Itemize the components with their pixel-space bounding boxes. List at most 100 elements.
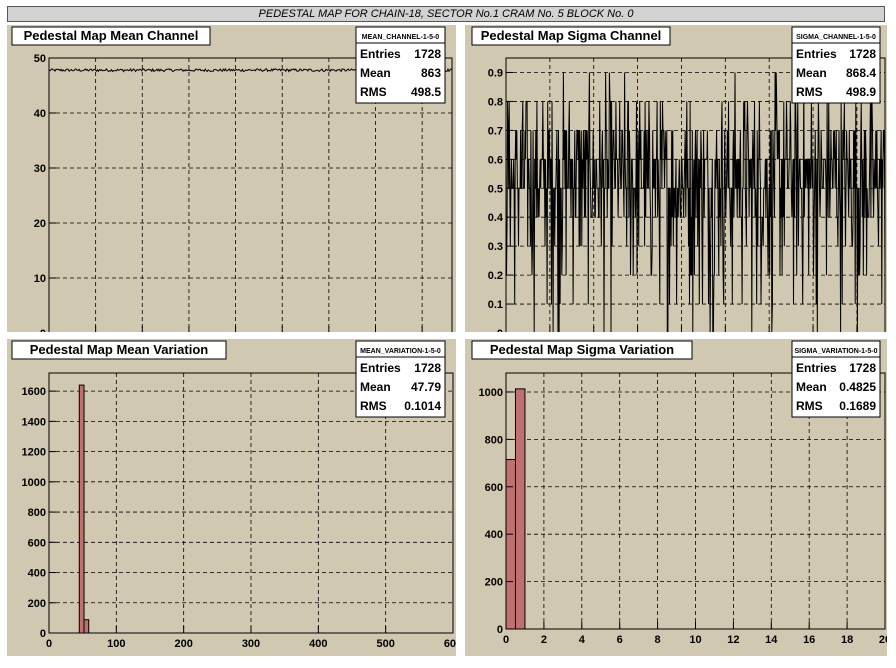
x-tick-label: 14 <box>765 634 778 646</box>
stats-box <box>791 26 881 104</box>
x-tick-label: 200 <box>174 638 192 650</box>
stats-value: 863 <box>421 66 441 80</box>
y-tick-label: 0.7 <box>488 125 503 137</box>
stats-value: 0.1689 <box>839 399 876 413</box>
series-line <box>505 72 886 332</box>
title-box <box>11 340 227 360</box>
x-tick-label: 10 <box>689 634 701 646</box>
stats-name: SIGMA_CHANNEL-1-5-0 <box>796 34 876 41</box>
stats-label: Mean <box>360 66 391 80</box>
y-tick-label: 800 <box>485 434 503 446</box>
y-tick-label: 1400 <box>22 416 46 428</box>
stats-label: Mean <box>360 380 391 394</box>
y-tick-label: 1000 <box>479 387 503 399</box>
y-tick-label: 1200 <box>22 447 46 459</box>
y-tick-label: 600 <box>28 537 46 549</box>
x-tick-label: 12 <box>727 634 739 646</box>
histogram-bar <box>505 459 516 630</box>
y-tick-label: 0 <box>497 624 503 636</box>
stats-value: 1728 <box>414 47 441 61</box>
stats-value: 1728 <box>849 361 876 375</box>
pad-mean-channel: 0200400600800100012001400160001020304050… <box>7 25 456 332</box>
stats-label: Mean <box>796 380 827 394</box>
stats-label: Mean <box>796 66 827 80</box>
y-tick-label: 1600 <box>22 386 46 398</box>
histogram-bar <box>514 388 526 630</box>
stats-value: 868.4 <box>846 66 876 80</box>
stats-value: 1728 <box>414 361 441 375</box>
x-tick-label: 0 <box>503 634 509 646</box>
x-tick-label: 600 <box>444 638 456 650</box>
x-tick-label: 4 <box>579 634 586 646</box>
chart-svg: 0 100 200 300 400 500 600 0 200 400 600 800 1000 1200… <box>11 340 456 650</box>
stats-box <box>355 340 446 418</box>
chart-title: Pedestal Map Sigma Channel <box>481 28 662 43</box>
y-tick-label: 1000 <box>22 477 46 489</box>
chart-title: Pedestal Map Mean Channel <box>24 28 199 43</box>
x-tick-label: 18 <box>841 634 853 646</box>
stats-name: MEAN_CHANNEL-1-5-0 <box>362 34 440 41</box>
y-tick-label: 400 <box>485 529 503 541</box>
y-tick-label: 30 <box>34 163 46 175</box>
x-tick-label: 16 <box>803 634 815 646</box>
y-tick-label: 0 <box>40 628 46 640</box>
y-tick-label: 0.5 <box>488 183 503 195</box>
x-tick-label: 300 <box>242 638 260 650</box>
y-tick-label: 0 <box>497 328 503 332</box>
y-tick-label: 400 <box>28 568 46 580</box>
chart-title: Pedestal Map Sigma Variation <box>490 342 674 357</box>
stats-value: 498.9 <box>846 85 876 99</box>
title-box <box>11 26 211 46</box>
stats-box <box>355 26 446 104</box>
x-tick-label: 2 <box>541 634 547 646</box>
stats-name: MEAN_VARIATION-1-5-0 <box>360 348 441 355</box>
y-tick-label: 200 <box>485 577 503 589</box>
x-tick-label: 400 <box>309 638 327 650</box>
stats-label: Entries <box>360 361 401 375</box>
stats-value: 47.79 <box>411 380 441 394</box>
y-tick-label: 0.2 <box>488 270 503 282</box>
x-tick-label: 20 <box>879 634 887 646</box>
stats-value: 0.4825 <box>839 380 876 394</box>
pad-mean-variation: 0 100 200 300 400 500 600 0 200 400 600 800 1000 1200… <box>7 339 456 657</box>
y-tick-label: 40 <box>34 108 46 120</box>
chart-svg: 0246810121416182002004006008001000Pedest… <box>471 340 887 646</box>
chart-svg: 0200400600800100012001400160001020304050… <box>11 26 453 332</box>
stats-label: RMS <box>796 85 823 99</box>
y-tick-label: 200 <box>28 598 46 610</box>
stats-label: Entries <box>360 47 401 61</box>
title-box <box>471 340 693 360</box>
y-tick-label: 0.4 <box>488 212 504 224</box>
y-tick-label: 0.8 <box>488 96 503 108</box>
y-tick-label: 0.9 <box>488 67 503 79</box>
histogram-bar <box>83 619 90 634</box>
stats-value: 0.1014 <box>404 399 441 413</box>
footer-strip <box>0 656 896 668</box>
title-box <box>471 26 671 46</box>
stats-label: Entries <box>796 47 837 61</box>
y-tick-label: 0.6 <box>488 154 503 166</box>
y-tick-label: 20 <box>34 218 46 230</box>
chart-svg: 0200400600800100012001400160000.10.20.30… <box>471 26 886 332</box>
canvas-banner: PEDESTAL MAP FOR CHAIN-18, SECTOR No.1 C… <box>7 6 885 22</box>
stats-label: RMS <box>796 399 823 413</box>
stats-label: RMS <box>360 85 387 99</box>
pad-sigma-channel: 0200400600800100012001400160000.10.20.30… <box>465 25 887 332</box>
y-tick-label: 0 <box>40 328 46 332</box>
stats-label: Entries <box>796 361 837 375</box>
stats-value: 1728 <box>849 47 876 61</box>
y-tick-label: 50 <box>34 53 46 65</box>
pad-sigma-variation: 0246810121416182002004006008001000Pedest… <box>465 339 887 657</box>
histogram-bar <box>78 384 85 634</box>
x-tick-label: 6 <box>617 634 623 646</box>
x-tick-label: 100 <box>107 638 125 650</box>
plot-frame <box>48 57 453 332</box>
x-tick-label: 8 <box>655 634 661 646</box>
stats-label: RMS <box>360 399 387 413</box>
y-tick-label: 0.1 <box>488 299 503 311</box>
y-tick-label: 600 <box>485 482 503 494</box>
stats-box <box>791 340 881 418</box>
stats-value: 498.5 <box>411 85 441 99</box>
chart-title: Pedestal Map Mean Variation <box>30 342 209 357</box>
x-tick-label: 0 <box>46 638 52 650</box>
